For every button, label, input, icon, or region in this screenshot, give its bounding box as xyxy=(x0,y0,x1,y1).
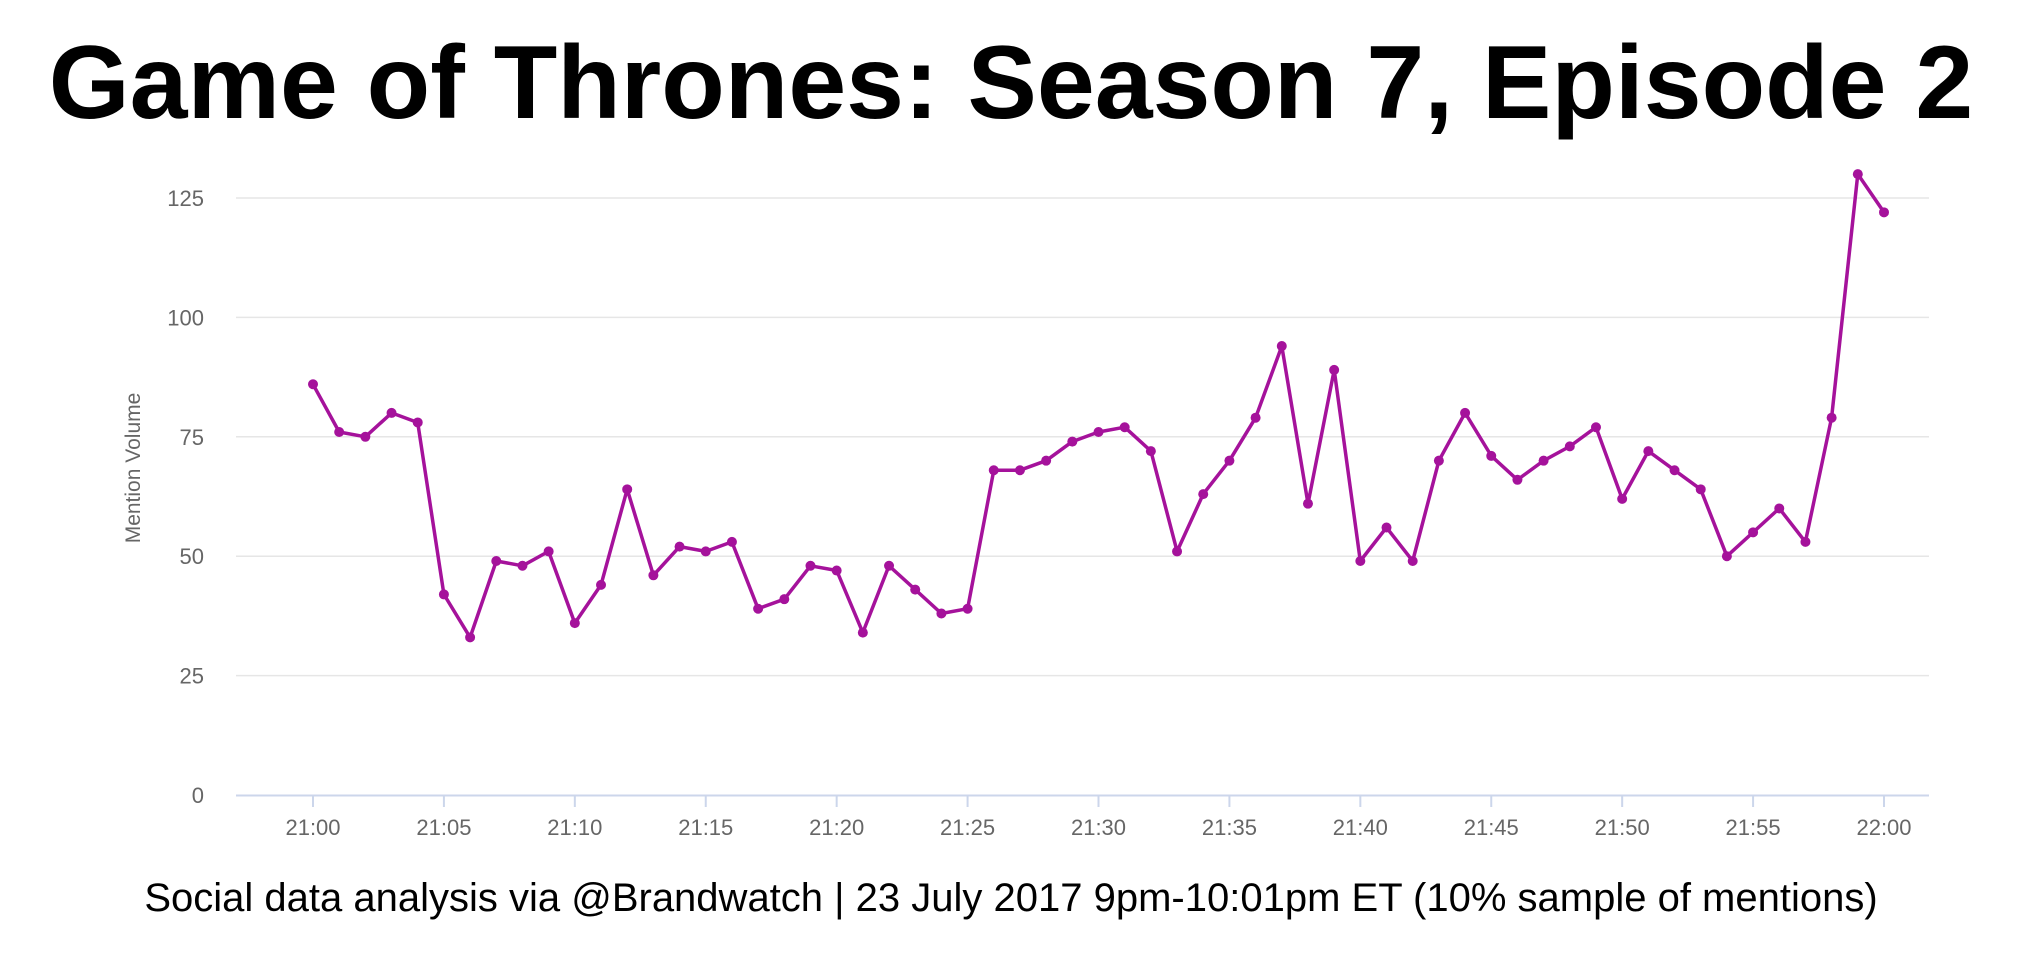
data-point xyxy=(569,618,580,629)
x-tick-label: 21:55 xyxy=(1726,815,1781,840)
data-point xyxy=(1302,498,1313,509)
data-point xyxy=(1590,422,1601,433)
data-point xyxy=(1250,412,1261,423)
x-tick-label: 21:35 xyxy=(1202,815,1257,840)
data-point xyxy=(1538,455,1549,466)
data-point xyxy=(543,546,554,557)
data-point xyxy=(884,560,895,571)
y-axis-title: Mention Volume xyxy=(122,393,145,544)
source-caption: Social data analysis via @Brandwatch | 2… xyxy=(144,876,1878,920)
data-point xyxy=(622,484,633,495)
chart-title: Game of Thrones: Season 7, Episode 2 xyxy=(48,25,1974,141)
data-point xyxy=(1512,474,1523,485)
data-point xyxy=(831,565,842,576)
data-point xyxy=(412,417,423,428)
data-point xyxy=(438,589,449,600)
data-point xyxy=(1774,503,1785,514)
data-point xyxy=(491,555,502,566)
x-tick-label: 21:00 xyxy=(285,815,340,840)
data-point xyxy=(857,627,868,638)
data-point xyxy=(1014,465,1025,476)
x-tick-label: 22:00 xyxy=(1856,815,1911,840)
data-point xyxy=(1879,207,1889,218)
data-point xyxy=(1329,364,1340,375)
data-point xyxy=(596,579,607,590)
data-point xyxy=(1669,465,1680,476)
y-axis: 0 25 50 75 100 125 xyxy=(167,186,204,808)
x-tick-label: 21:20 xyxy=(809,815,864,840)
data-point xyxy=(1460,407,1471,418)
data-point xyxy=(674,541,685,552)
x-tick-label: 21:10 xyxy=(547,815,602,840)
data-point xyxy=(465,632,476,643)
data-point xyxy=(386,407,397,418)
data-point xyxy=(988,465,999,476)
data-point xyxy=(1695,484,1706,495)
data-point xyxy=(1041,455,1052,466)
y-tick-label: 50 xyxy=(180,544,204,569)
x-tick-label: 21:45 xyxy=(1464,815,1519,840)
data-point xyxy=(910,584,921,595)
data-point xyxy=(1224,455,1235,466)
data-point xyxy=(936,608,947,619)
data-point xyxy=(1355,555,1366,566)
data-point xyxy=(1276,341,1287,352)
x-tick-label: 21:30 xyxy=(1071,815,1126,840)
data-point xyxy=(308,379,318,390)
data-point xyxy=(1381,522,1392,533)
data-point xyxy=(1800,536,1811,547)
data-point xyxy=(726,536,737,547)
data-point xyxy=(517,560,528,571)
x-axis: 21:00 21:05 21:10 21:15 21:20 21:25 21:30 21:35… xyxy=(236,794,1929,840)
data-point xyxy=(1486,450,1497,461)
data-point xyxy=(779,594,790,605)
data-point xyxy=(1145,446,1156,457)
x-tick-label: 21:40 xyxy=(1333,815,1388,840)
data-point xyxy=(1067,436,1078,447)
data-point xyxy=(1617,493,1628,504)
data-point xyxy=(1407,555,1418,566)
series-polyline xyxy=(311,172,1886,640)
y-tick-label: 75 xyxy=(180,425,204,450)
series-line xyxy=(311,172,1886,640)
data-points xyxy=(308,169,1889,643)
data-point xyxy=(1826,412,1837,423)
x-tick-label: 21:25 xyxy=(940,815,995,840)
data-point xyxy=(1643,446,1654,457)
data-point xyxy=(1198,489,1209,500)
data-point xyxy=(1564,441,1575,452)
data-point xyxy=(1852,169,1863,180)
y-tick-label: 125 xyxy=(167,186,204,211)
x-tick-label: 21:50 xyxy=(1595,815,1650,840)
x-tick-label: 21:05 xyxy=(416,815,471,840)
y-tick-label: 25 xyxy=(180,664,204,689)
data-point xyxy=(334,427,345,438)
data-point xyxy=(1119,422,1130,433)
data-point xyxy=(1433,455,1444,466)
y-tick-label: 100 xyxy=(167,305,204,330)
y-tick-label: 0 xyxy=(192,783,204,808)
data-point xyxy=(360,431,371,442)
data-point xyxy=(1093,427,1104,438)
data-point xyxy=(1721,551,1732,562)
data-point xyxy=(962,603,973,614)
data-point xyxy=(1172,546,1183,557)
data-point xyxy=(1748,527,1759,538)
data-point xyxy=(753,603,764,614)
x-tick-label: 21:15 xyxy=(678,815,733,840)
data-point xyxy=(805,560,816,571)
data-point xyxy=(700,546,711,557)
data-point xyxy=(648,570,659,581)
